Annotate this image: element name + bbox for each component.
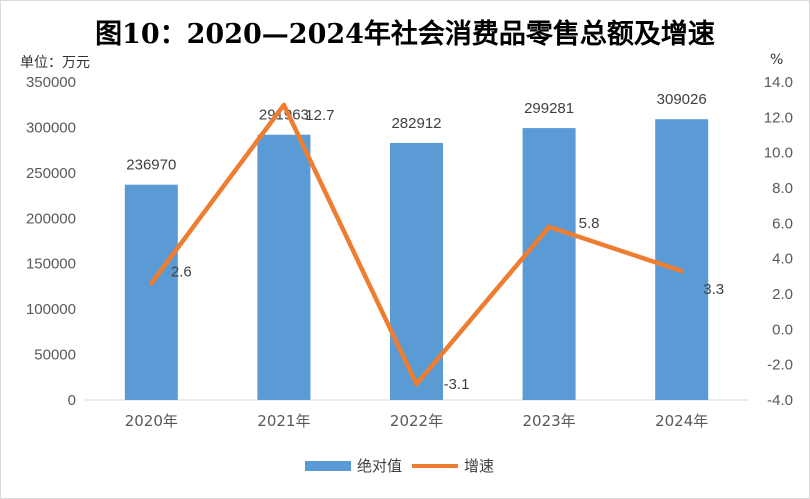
left-axis-tick-label: 250000 bbox=[26, 165, 76, 182]
x-axis-category-label: 2021年 bbox=[257, 412, 310, 430]
right-axis-tick-label: 10.0 bbox=[764, 145, 793, 162]
right-axis-tick-label: 12.0 bbox=[764, 109, 793, 126]
legend: 绝对值 增速 bbox=[0, 455, 810, 477]
x-axis-category-label: 2024年 bbox=[655, 412, 708, 430]
legend-bar-label: 绝对值 bbox=[357, 457, 403, 475]
left-axis-tick-label: 350000 bbox=[26, 74, 76, 91]
right-axis-tick-label: 2.0 bbox=[772, 286, 793, 303]
line-data-label: -3.1 bbox=[444, 376, 470, 393]
bar bbox=[522, 128, 576, 400]
x-axis-category-label: 2020年 bbox=[125, 412, 178, 430]
bar bbox=[655, 119, 709, 400]
left-axis-tick-label: 100000 bbox=[26, 301, 76, 318]
legend-line-swatch bbox=[412, 464, 458, 468]
line-point bbox=[546, 224, 552, 230]
left-axis-tick-label: 300000 bbox=[26, 119, 76, 136]
right-axis-tick-label: 14.0 bbox=[764, 74, 793, 91]
x-axis-category-label: 2022年 bbox=[390, 412, 443, 430]
left-axis-tick-label: 150000 bbox=[26, 256, 76, 273]
right-axis-tick-label: -4.0 bbox=[767, 392, 793, 409]
bar-data-label: 236970 bbox=[126, 157, 176, 174]
line-data-label: 3.3 bbox=[703, 281, 724, 298]
right-axis-tick-label: 4.0 bbox=[772, 251, 793, 268]
line-point bbox=[281, 102, 287, 108]
bar-data-label: 309026 bbox=[657, 91, 707, 108]
left-axis-tick-label: 0 bbox=[68, 392, 76, 409]
left-axis-tick-label: 50000 bbox=[34, 347, 76, 364]
bar-data-label: 282912 bbox=[391, 115, 441, 132]
left-axis-unit: 单位：万元 bbox=[20, 55, 90, 71]
bar bbox=[390, 142, 443, 401]
legend-bar-swatch bbox=[305, 461, 351, 471]
legend-line-label: 增速 bbox=[464, 457, 495, 475]
line-data-label: 12.7 bbox=[305, 107, 334, 124]
right-axis-tick-label: -2.0 bbox=[767, 357, 793, 374]
right-axis-tick-label: 6.0 bbox=[772, 215, 793, 232]
line-data-label: 5.8 bbox=[579, 215, 600, 232]
left-axis-tick-label: 200000 bbox=[26, 210, 76, 227]
x-axis-category-label: 2023年 bbox=[523, 412, 576, 430]
chart-title: 图10：2020—2024年社会消费品零售总额及增速 bbox=[95, 19, 715, 50]
right-axis-unit: % bbox=[770, 52, 784, 68]
line-point bbox=[414, 381, 419, 387]
bar-data-label: 299281 bbox=[524, 100, 574, 117]
right-axis-tick-label: 8.0 bbox=[772, 180, 793, 197]
bar bbox=[257, 134, 311, 400]
line-data-label: 2.6 bbox=[171, 263, 192, 280]
line-point bbox=[149, 281, 154, 286]
right-axis-tick-label: 0.0 bbox=[772, 321, 793, 338]
bar bbox=[124, 184, 178, 400]
line-point bbox=[679, 268, 684, 274]
